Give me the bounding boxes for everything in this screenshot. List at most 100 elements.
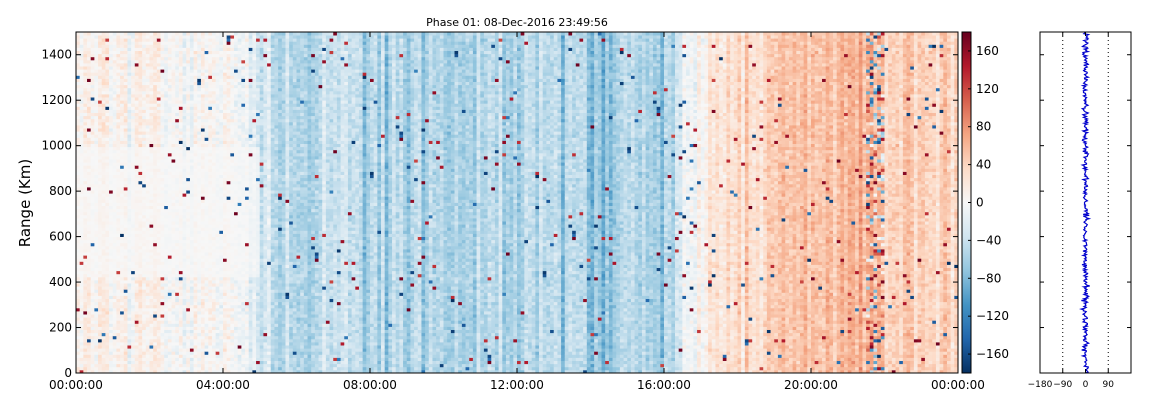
heatmap-cell bbox=[91, 240, 95, 244]
heatmap-cell bbox=[113, 103, 117, 107]
heatmap-cell bbox=[116, 193, 120, 197]
heatmap-cell bbox=[102, 125, 106, 129]
heatmap-cell bbox=[109, 32, 113, 36]
heatmap-cell bbox=[116, 218, 120, 222]
heatmap-cell bbox=[87, 60, 91, 64]
heatmap-cell bbox=[168, 156, 172, 160]
heatmap-cell bbox=[223, 218, 227, 222]
heatmap-cell bbox=[76, 60, 80, 64]
heatmap-cell bbox=[120, 345, 124, 349]
heatmap-cell bbox=[102, 215, 106, 219]
heatmap-cell bbox=[138, 35, 142, 39]
heatmap-cell bbox=[179, 106, 183, 110]
heatmap-cell bbox=[109, 144, 113, 148]
heatmap-cell bbox=[91, 72, 95, 76]
heatmap-cell bbox=[183, 234, 187, 238]
heatmap-cell bbox=[120, 203, 124, 207]
heatmap-cell bbox=[216, 184, 220, 188]
heatmap-cell bbox=[116, 165, 120, 169]
heatmap-cell bbox=[219, 354, 223, 358]
heatmap-cell bbox=[146, 265, 150, 269]
heatmap-cell bbox=[208, 181, 212, 185]
heatmap-cell bbox=[216, 196, 220, 200]
heatmap-cell bbox=[230, 193, 234, 197]
heatmap-cell bbox=[150, 320, 154, 324]
heatmap-cell bbox=[179, 116, 183, 120]
heatmap-cell bbox=[127, 351, 131, 355]
heatmap-cell bbox=[161, 243, 165, 247]
heatmap-cell bbox=[183, 224, 187, 228]
heatmap-cell bbox=[175, 277, 179, 281]
heatmap-cell bbox=[98, 97, 102, 101]
heatmap-cell bbox=[116, 255, 120, 259]
heatmap-cell bbox=[186, 323, 190, 327]
heatmap-cell bbox=[208, 175, 212, 179]
heatmap-cell bbox=[91, 330, 95, 334]
heatmap-cell bbox=[113, 203, 117, 207]
heatmap-cell bbox=[212, 305, 216, 309]
heatmap-cell bbox=[227, 97, 231, 101]
heatmap-cell bbox=[83, 305, 87, 309]
heatmap-cell bbox=[179, 100, 183, 104]
heatmap-cell bbox=[161, 203, 165, 207]
heatmap-cell bbox=[142, 119, 146, 123]
heatmap-cell bbox=[150, 258, 154, 262]
heatmap-cell bbox=[186, 82, 190, 86]
heatmap-cell bbox=[183, 302, 187, 306]
heatmap-cell bbox=[91, 317, 95, 321]
heatmap-cell bbox=[208, 91, 212, 95]
heatmap-cell bbox=[161, 286, 165, 290]
heatmap-cell bbox=[208, 230, 212, 234]
heatmap-cell bbox=[142, 224, 146, 228]
heatmap-cell bbox=[230, 252, 234, 256]
heatmap-cell bbox=[135, 277, 139, 281]
heatmap-cell bbox=[223, 339, 227, 343]
heatmap-cell bbox=[172, 218, 176, 222]
heatmap-cell bbox=[109, 227, 113, 231]
heatmap-cell bbox=[120, 187, 124, 191]
heatmap-cell bbox=[98, 103, 102, 107]
heatmap-cell bbox=[168, 354, 172, 358]
heatmap-cell bbox=[116, 299, 120, 303]
heatmap-cell bbox=[201, 296, 205, 300]
heatmap-cell bbox=[150, 85, 154, 89]
heatmap-cell bbox=[219, 147, 223, 151]
heatmap-cell bbox=[201, 54, 205, 58]
heatmap-cell bbox=[186, 268, 190, 272]
heatmap-cell bbox=[161, 348, 165, 352]
heatmap-cell bbox=[238, 311, 242, 315]
heatmap-cell bbox=[153, 134, 157, 138]
heatmap-cell bbox=[109, 271, 113, 275]
heatmap-cell bbox=[201, 327, 205, 331]
heatmap-cell bbox=[102, 320, 106, 324]
heatmap-cell bbox=[186, 193, 190, 197]
heatmap-cell bbox=[172, 51, 176, 55]
heatmap-cell bbox=[168, 286, 172, 290]
heatmap-cell bbox=[183, 178, 187, 182]
heatmap-cell bbox=[186, 54, 190, 58]
heatmap-cell bbox=[142, 137, 146, 141]
heatmap-cell bbox=[102, 299, 106, 303]
heatmap-cell bbox=[105, 134, 109, 138]
heatmap-cell bbox=[216, 333, 220, 337]
heatmap-cell bbox=[234, 255, 238, 259]
heatmap-cell bbox=[230, 60, 234, 64]
heatmap-cell bbox=[230, 230, 234, 234]
heatmap-cell bbox=[150, 358, 154, 362]
heatmap-cell bbox=[94, 100, 98, 104]
heatmap-cell bbox=[109, 190, 113, 194]
heatmap-cell bbox=[241, 280, 245, 284]
heatmap-cell bbox=[80, 342, 84, 346]
heatmap-cell bbox=[164, 243, 168, 247]
heatmap-cell bbox=[127, 230, 131, 234]
heatmap-cell bbox=[131, 141, 135, 145]
heatmap-cell bbox=[168, 342, 172, 346]
heatmap-cell bbox=[164, 66, 168, 70]
heatmap-cell bbox=[94, 153, 98, 157]
heatmap-cell bbox=[161, 261, 165, 265]
heatmap-cell bbox=[186, 221, 190, 225]
heatmap-cell bbox=[175, 178, 179, 182]
heatmap-cell bbox=[183, 240, 187, 244]
heatmap-cell bbox=[216, 178, 220, 182]
heatmap-cell bbox=[205, 268, 209, 272]
